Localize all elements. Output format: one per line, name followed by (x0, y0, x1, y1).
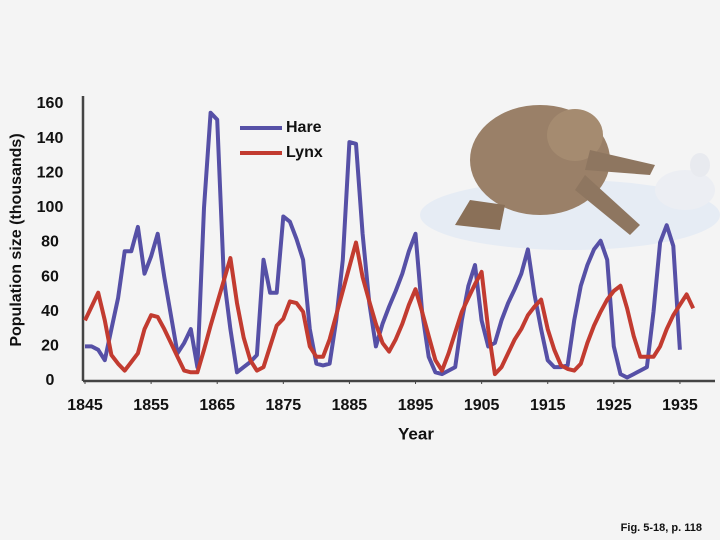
y-tick-label: 20 (41, 338, 59, 355)
x-tick-label: 1905 (464, 397, 500, 414)
x-tick-label: 1855 (133, 397, 169, 414)
x-tick-label: 1925 (596, 397, 632, 414)
y-tick-label: 120 (37, 164, 64, 181)
y-tick-label: 160 (37, 95, 64, 112)
y-tick-label: 140 (37, 130, 64, 147)
x-tick-label: 1885 (332, 397, 368, 414)
y-axis-title: Population size (thousands) (8, 133, 25, 346)
y-tick-label: 100 (37, 199, 64, 216)
x-tick-label: 1915 (530, 397, 566, 414)
x-axis-title: Year (398, 424, 434, 443)
series-line (83, 240, 696, 377)
y-tick-label: 80 (41, 234, 59, 251)
illustration (420, 105, 720, 250)
x-tick-label: 1845 (67, 397, 103, 414)
x-tick-label: 1935 (662, 397, 698, 414)
y-tick-label: 0 (46, 372, 55, 389)
legend-label: Lynx (286, 144, 323, 161)
y-tick-label: 60 (41, 268, 59, 285)
x-tick-label: 1895 (398, 397, 434, 414)
legend-label: Hare (286, 119, 322, 136)
x-tick-label: 1865 (199, 397, 235, 414)
footnote: Fig. 5-18, p. 118 (621, 522, 702, 534)
y-tick-label: 40 (41, 303, 59, 320)
series-line (85, 110, 682, 380)
x-tick-label: 1875 (266, 397, 302, 414)
